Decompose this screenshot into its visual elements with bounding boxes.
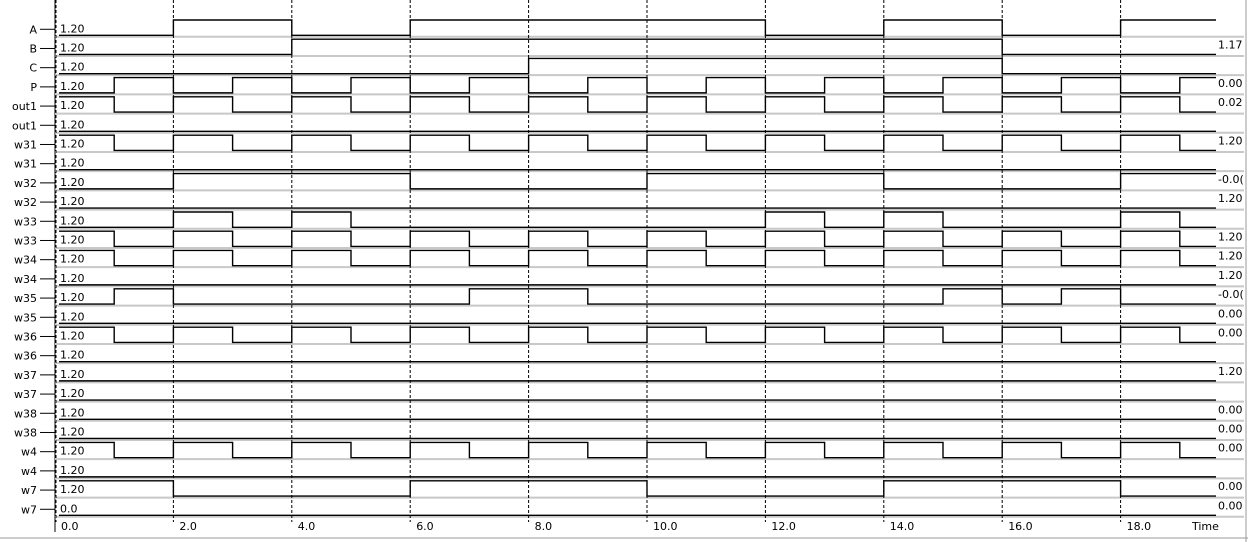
signal-right-value: 1.20 bbox=[1218, 365, 1243, 378]
signal-name: w35 bbox=[14, 311, 37, 324]
signal-name: out1 bbox=[12, 100, 37, 113]
signal-value-label: 1.20 bbox=[60, 99, 85, 112]
signal-value-label: 1.20 bbox=[60, 349, 85, 362]
signal-value-label: 1.20 bbox=[60, 195, 85, 208]
signal-name: w37 bbox=[14, 388, 37, 401]
signal-right-value: 0.00 bbox=[1218, 422, 1243, 435]
signal-waveform bbox=[59, 288, 1216, 305]
signal-waveform bbox=[59, 480, 1216, 497]
signal-waveform bbox=[59, 326, 1216, 344]
signal-value-label: 1.20 bbox=[60, 80, 85, 93]
signal-name: w32 bbox=[14, 177, 37, 190]
signal-waveform bbox=[59, 19, 1216, 36]
signal-name: w36 bbox=[14, 330, 37, 343]
signal-name: w33 bbox=[14, 234, 37, 247]
signal-name: B bbox=[29, 42, 37, 55]
signal-value-label: 1.20 bbox=[60, 445, 85, 458]
signal-value-label: 1.20 bbox=[60, 137, 85, 150]
signal-value-label: 1.20 bbox=[60, 368, 85, 381]
signal-waveform bbox=[59, 96, 1216, 113]
signal-value-label: 1.20 bbox=[60, 406, 85, 419]
x-tick-label: 8.0 bbox=[535, 520, 553, 533]
signal-name: w7 bbox=[21, 484, 37, 497]
signal-right-value: -0.0( bbox=[1218, 173, 1244, 186]
signal-name: w31 bbox=[14, 158, 37, 171]
signal-name: P bbox=[30, 81, 37, 94]
x-tick-label: 12.0 bbox=[771, 520, 796, 533]
signal-name: out1 bbox=[12, 119, 37, 132]
x-tick-label: 10.0 bbox=[653, 520, 678, 533]
signal-right-value: 0.00 bbox=[1218, 499, 1243, 512]
signal-value-label: 1.20 bbox=[60, 41, 85, 54]
signal-right-value: 1.20 bbox=[1218, 230, 1243, 243]
signal-name: w35 bbox=[14, 292, 37, 305]
signal-name: w7 bbox=[21, 503, 37, 516]
signal-name: w37 bbox=[14, 369, 37, 382]
signal-value-label: 1.20 bbox=[60, 272, 85, 285]
x-tick-label: 6.0 bbox=[416, 520, 434, 533]
signal-value-label: 1.20 bbox=[60, 425, 85, 438]
signal-name: w34 bbox=[14, 273, 37, 286]
signal-name: w38 bbox=[14, 407, 37, 420]
signal-name: w32 bbox=[14, 196, 37, 209]
x-tick-label: 4.0 bbox=[298, 520, 316, 533]
signal-right-value: 1.20 bbox=[1218, 134, 1243, 147]
x-axis-label: Time bbox=[1191, 520, 1219, 533]
signal-right-value: 0.00 bbox=[1218, 403, 1243, 416]
signal-value-label: 1.20 bbox=[60, 253, 85, 266]
signal-right-value: 0.00 bbox=[1218, 307, 1243, 320]
signal-value-label: 1.20 bbox=[60, 291, 85, 304]
signal-name: w34 bbox=[14, 254, 37, 267]
signal-value-label: 1.20 bbox=[60, 464, 85, 477]
signal-name: w33 bbox=[14, 215, 37, 228]
signal-right-value: 0.00 bbox=[1218, 442, 1243, 455]
signal-value-label: 1.20 bbox=[60, 483, 85, 496]
signal-value-label: 1.20 bbox=[60, 61, 85, 74]
signal-name: w31 bbox=[14, 138, 37, 151]
signal-name: w4 bbox=[21, 446, 37, 459]
signal-value-label: 1.20 bbox=[60, 176, 85, 189]
x-tick-label: 2.0 bbox=[179, 520, 197, 533]
signal-right-value: 0.00 bbox=[1218, 77, 1243, 90]
signal-right-value: -0.0( bbox=[1218, 288, 1244, 301]
x-tick-label: 14.0 bbox=[890, 520, 915, 533]
signal-name: w36 bbox=[14, 350, 37, 363]
signal-right-value: 0.00 bbox=[1218, 326, 1243, 339]
signal-value-label: 1.20 bbox=[60, 157, 85, 170]
signal-value-label: 0.0 bbox=[60, 502, 78, 515]
signal-right-value: 0.00 bbox=[1218, 480, 1243, 493]
x-tick-label: 0.0 bbox=[61, 520, 79, 533]
signal-name: A bbox=[29, 23, 37, 36]
signal-waveform bbox=[59, 57, 1216, 75]
x-tick-label: 18.0 bbox=[1127, 520, 1152, 533]
signal-name: w4 bbox=[21, 465, 37, 478]
signal-right-value: 1.20 bbox=[1218, 192, 1243, 205]
signal-value-label: 1.20 bbox=[60, 22, 85, 35]
signal-value-label: 1.20 bbox=[60, 310, 85, 323]
x-tick-label: 16.0 bbox=[1008, 520, 1032, 533]
signal-right-value: 1.20 bbox=[1218, 250, 1243, 263]
signal-value-label: 1.20 bbox=[60, 118, 85, 131]
signal-waveform bbox=[59, 249, 1216, 267]
signal-right-value: 1.20 bbox=[1218, 269, 1243, 282]
signal-right-value: 1.17 bbox=[1218, 38, 1243, 51]
signal-waveform bbox=[59, 211, 1216, 228]
signal-value-label: 1.20 bbox=[60, 214, 85, 227]
signal-name: w38 bbox=[14, 426, 37, 439]
signal-value-label: 1.20 bbox=[60, 387, 85, 400]
signal-value-label: 1.20 bbox=[60, 329, 85, 342]
signal-right-value: 0.02 bbox=[1218, 96, 1243, 109]
signal-name: C bbox=[29, 62, 37, 75]
signal-value-label: 1.20 bbox=[60, 233, 85, 246]
signal-waveform bbox=[59, 230, 1216, 248]
